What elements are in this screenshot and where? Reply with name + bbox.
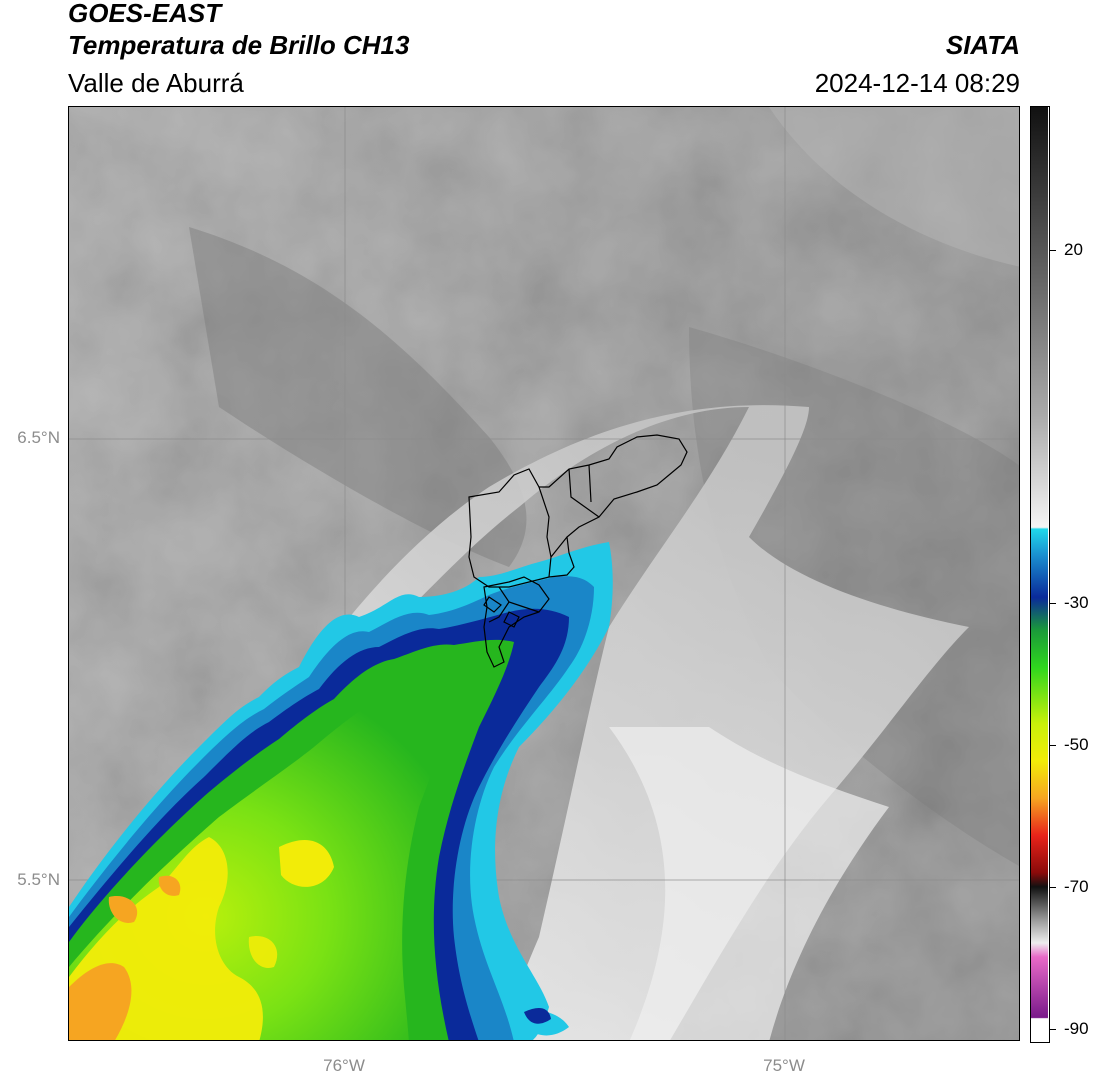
colorbar-tick xyxy=(1050,603,1056,604)
lat-label-6-5: 6.5°N xyxy=(17,428,60,447)
convective-cloud-orange xyxy=(69,875,181,1040)
colorbar-label-20: 20 xyxy=(1064,240,1083,259)
colorbar-tick xyxy=(1050,887,1056,888)
colorbar-label-minus90: -90 xyxy=(1064,1019,1089,1038)
satellite-title: GOES-EAST xyxy=(68,0,222,28)
colorbar-label-minus70: -70 xyxy=(1064,877,1089,896)
municipal-boundaries xyxy=(468,434,688,668)
lon-label-76w: 76°W xyxy=(323,1056,365,1075)
colorbar-tick xyxy=(1050,745,1056,746)
colorbar-label-minus50: -50 xyxy=(1064,735,1089,754)
region-label: Valle de Aburrá xyxy=(68,68,244,98)
satellite-map[interactable] xyxy=(68,106,1020,1041)
product-title: Temperatura de Brillo CH13 xyxy=(68,30,410,60)
lon-label-75w: 75°W xyxy=(763,1056,805,1075)
colorbar-tick xyxy=(1050,1029,1056,1030)
colorbar-label-minus30: -30 xyxy=(1064,593,1089,612)
organization-label: SIATA xyxy=(945,30,1020,60)
colorbar-tick xyxy=(1050,250,1056,251)
brightness-temperature-field xyxy=(69,107,1019,1040)
lat-label-5-5: 5.5°N xyxy=(17,870,60,889)
datetime-label: 2024-12-14 08:29 xyxy=(814,68,1020,98)
temperature-colorbar xyxy=(1030,106,1050,1043)
